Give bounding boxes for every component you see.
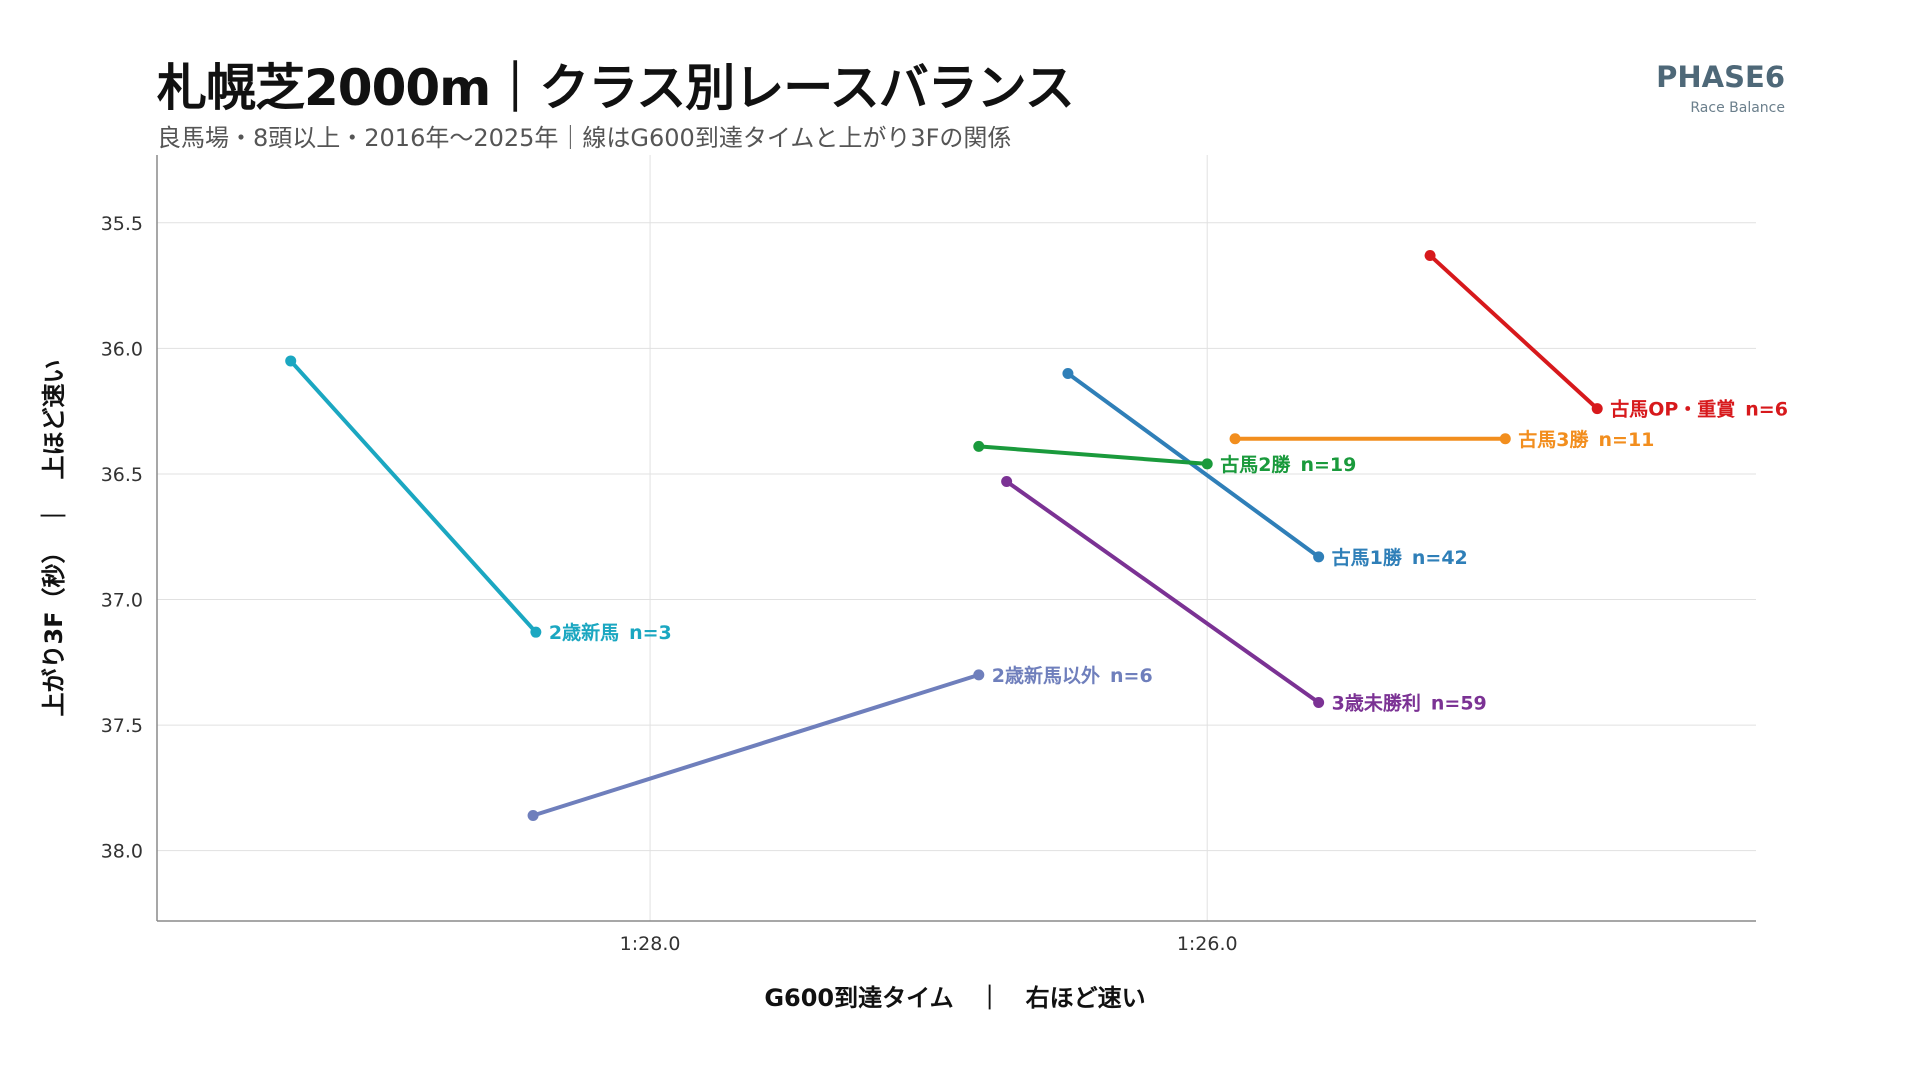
y-tick-label: 38.0 bbox=[101, 841, 143, 863]
series-4: 古馬2勝 n=19 bbox=[973, 440, 1356, 476]
y-tick-label: 35.5 bbox=[101, 213, 143, 235]
y-axis-title: 上がり3F（秒） ｜ 上ほど速い bbox=[40, 359, 68, 716]
series-0: 2歳新馬 n=3 bbox=[285, 355, 672, 644]
series-line bbox=[976, 444, 1210, 466]
series-name: 2歳新馬 bbox=[549, 621, 619, 644]
data-point bbox=[1313, 551, 1325, 563]
brand-subtitle: Race Balance bbox=[1690, 100, 1785, 116]
series-count: n=3 bbox=[629, 622, 672, 644]
data-point bbox=[1591, 403, 1603, 415]
data-point bbox=[530, 626, 542, 638]
data-point bbox=[1424, 249, 1436, 261]
series-count: n=6 bbox=[1745, 399, 1788, 421]
series-count: n=6 bbox=[1110, 665, 1153, 687]
series-1: 2歳新馬以外 n=6 bbox=[527, 664, 1153, 822]
axes bbox=[156, 155, 1756, 922]
chart-title: 札幌芝2000m｜クラス別レースバランス bbox=[157, 59, 1075, 117]
brand-logo: PHASE6 Race Balance bbox=[1656, 60, 1785, 116]
data-point bbox=[973, 440, 985, 452]
series-count: n=19 bbox=[1300, 454, 1356, 476]
series-label: 3歳未勝利 n=59 bbox=[1332, 692, 1487, 715]
data-point bbox=[1313, 697, 1325, 709]
data-point bbox=[1229, 433, 1241, 445]
series-line bbox=[531, 672, 981, 818]
series-line bbox=[288, 358, 538, 635]
series-label: 古馬OP・重賞 n=6 bbox=[1610, 398, 1788, 421]
data-point bbox=[1062, 367, 1074, 379]
data-point bbox=[973, 669, 985, 681]
series-label: 2歳新馬 n=3 bbox=[549, 621, 672, 644]
data-point bbox=[1499, 433, 1511, 445]
series-group: 2歳新馬 n=3 2歳新馬以外 n=6 3歳未勝利 n=59 古馬1勝 n=42 古馬2勝 n=1… bbox=[285, 249, 1788, 822]
y-tick-label: 36.5 bbox=[101, 464, 143, 486]
series-3: 古馬1勝 n=42 bbox=[1062, 367, 1468, 569]
series-2: 3歳未勝利 n=59 bbox=[1001, 475, 1487, 715]
series-name: 古馬1勝 bbox=[1332, 546, 1403, 569]
series-name: 古馬3勝 bbox=[1518, 428, 1589, 451]
series-line bbox=[1065, 371, 1321, 559]
y-tick-label: 37.5 bbox=[101, 715, 143, 737]
series-label: 古馬3勝 n=11 bbox=[1518, 428, 1654, 451]
grid-lines bbox=[157, 155, 1756, 921]
series-label: 古馬1勝 n=42 bbox=[1332, 546, 1468, 569]
brand-name: PHASE6 bbox=[1656, 60, 1785, 94]
x-tick-label: 1:28.0 bbox=[620, 933, 681, 955]
series-name: 古馬2勝 bbox=[1220, 453, 1291, 476]
series-count: n=42 bbox=[1412, 547, 1468, 569]
x-axis-title: G600到達タイム ｜ 右ほど速い bbox=[764, 984, 1145, 1012]
y-tick-label: 37.0 bbox=[101, 590, 143, 612]
data-point bbox=[285, 355, 297, 367]
series-count: n=59 bbox=[1431, 693, 1487, 715]
series-name: 2歳新馬以外 bbox=[992, 664, 1100, 687]
tick-labels: 35.5 36.0 36.5 37.0 37.5 38.0 1:28.0 1:26.0 bbox=[101, 213, 1238, 955]
data-point bbox=[527, 810, 539, 822]
data-point bbox=[1201, 458, 1213, 470]
series-label: 古馬2勝 n=19 bbox=[1220, 453, 1356, 476]
series-6: 古馬OP・重賞 n=6 bbox=[1424, 249, 1788, 421]
y-tick-label: 36.0 bbox=[101, 338, 143, 360]
chart-subtitle: 良馬場・8頭以上・2016年〜2025年｜線はG600到達タイムと上がり3Fの関… bbox=[157, 124, 1012, 152]
series-line bbox=[1004, 479, 1321, 705]
series-count: n=11 bbox=[1599, 429, 1655, 451]
x-tick-label: 1:26.0 bbox=[1177, 933, 1238, 955]
series-line bbox=[1428, 253, 1600, 411]
series-5: 古馬3勝 n=11 bbox=[1229, 428, 1654, 451]
data-point bbox=[1001, 475, 1013, 487]
series-name: 3歳未勝利 bbox=[1332, 692, 1421, 715]
series-label: 2歳新馬以外 n=6 bbox=[992, 664, 1153, 687]
series-name: 古馬OP・重賞 bbox=[1610, 398, 1735, 421]
